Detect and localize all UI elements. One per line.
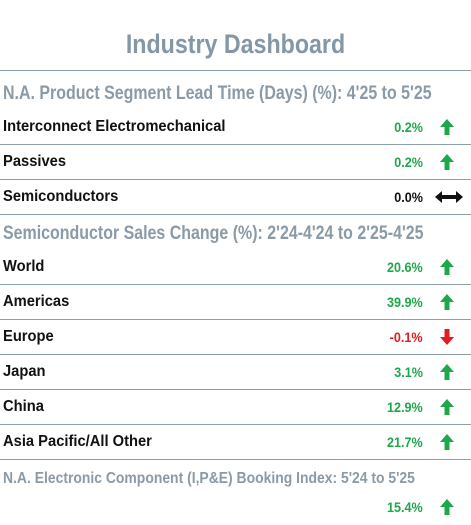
row-value: 21.7% [387, 434, 423, 450]
row-label: Japan [3, 363, 46, 380]
row-value: -0.1% [390, 329, 423, 345]
table-row: Passives 0.2% [0, 145, 471, 180]
row-label: Semiconductors [3, 188, 119, 205]
section-header-semiconductor-sales: Semiconductor Sales Change (%): 2'24-4'2… [3, 223, 424, 244]
row-value: 0.2% [394, 119, 423, 135]
title-divider [0, 70, 471, 71]
arrow-up-icon [437, 292, 457, 312]
arrow-up-icon [437, 117, 457, 137]
arrow-up-icon [437, 257, 457, 277]
row-label: Americas [3, 293, 70, 310]
table-row: Semiconductors 0.0% [0, 180, 471, 215]
table-row: World 20.6% [0, 250, 471, 285]
table-row: Japan 3.1% [0, 355, 471, 390]
row-label: Interconnect Electromechanical [3, 118, 226, 135]
page-title: Industry Dashboard [125, 29, 346, 59]
row-value: 3.1% [394, 364, 423, 380]
row-value: 12.9% [387, 399, 423, 415]
row-label: Asia Pacific/All Other [3, 433, 152, 450]
table-row: Interconnect Electromechanical 0.2% [0, 110, 471, 145]
row-label: Passives [3, 153, 67, 170]
arrow-up-icon [437, 397, 457, 417]
table-row: Europe -0.1% [0, 320, 471, 355]
section-header-lead-time: N.A. Product Segment Lead Time (Days) (%… [3, 83, 432, 104]
section-header-booking-index: N.A. Electronic Component (I,P&E) Bookin… [3, 470, 415, 487]
table-row: Asia Pacific/All Other 21.7% [0, 425, 471, 460]
arrow-up-icon [437, 497, 457, 517]
arrow-up-icon [437, 432, 457, 452]
arrow-up-icon [437, 362, 457, 382]
table-row: 15.4% [0, 490, 471, 525]
row-value: 15.4% [387, 499, 423, 515]
table-row: China 12.9% [0, 390, 471, 425]
row-value: 39.9% [387, 294, 423, 310]
row-value: 0.2% [394, 154, 423, 170]
row-label: World [3, 258, 45, 275]
row-value: 20.6% [387, 259, 423, 275]
row-label: Europe [3, 328, 54, 345]
arrow-down-icon [437, 327, 457, 347]
row-value: 0.0% [394, 189, 423, 205]
double-arrow-horizontal-icon [433, 187, 465, 207]
row-label: China [3, 398, 44, 415]
table-row: Americas 39.9% [0, 285, 471, 320]
arrow-up-icon [437, 152, 457, 172]
